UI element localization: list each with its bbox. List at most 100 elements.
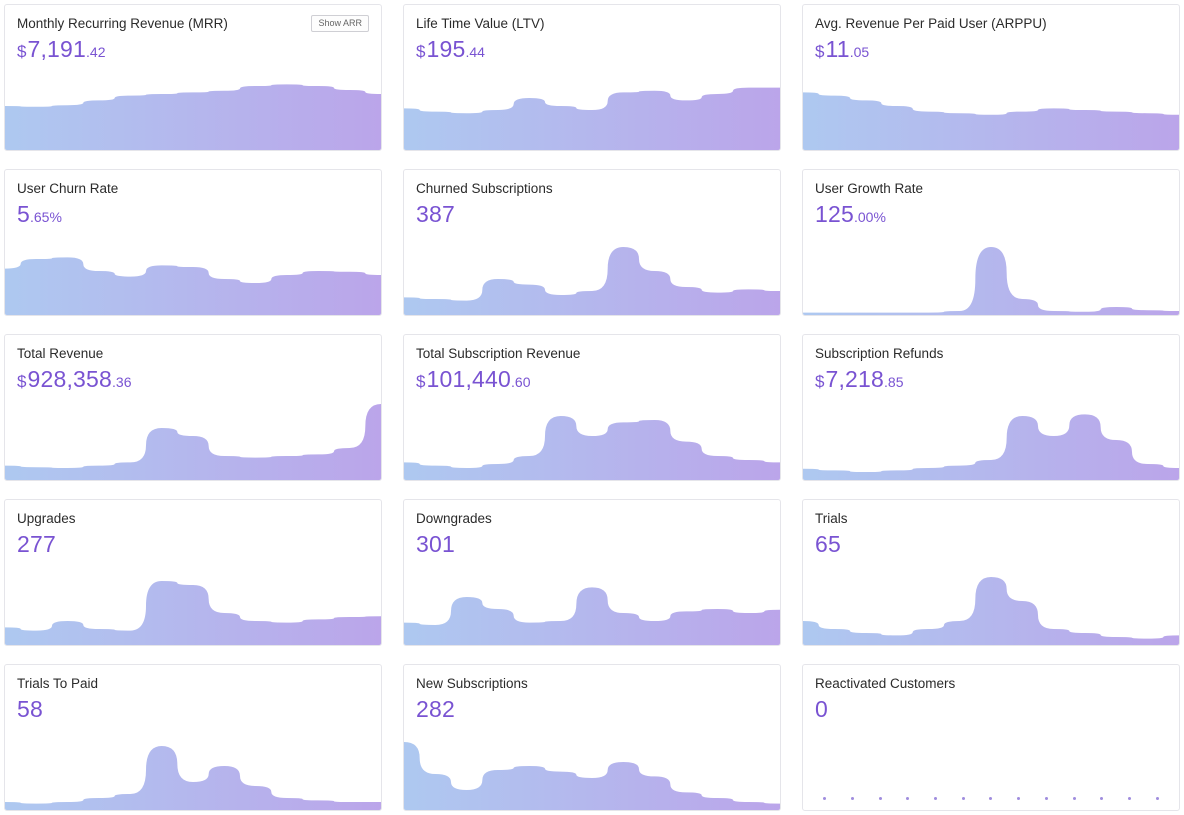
card-header: Monthly Recurring Revenue (MRR) Show ARR [5,5,381,35]
sparkline-chart [5,730,381,810]
metric-value: 301 [404,530,780,558]
metric-value: 277 [5,530,381,558]
card-title: Total Revenue [17,345,103,363]
metric-card-reactivated[interactable]: Reactivated Customers 0 [802,664,1180,811]
sparkline-chart [803,235,1179,315]
card-header: User Growth Rate [803,170,1179,200]
value-sub: .60 [511,368,530,396]
metric-card-downgrades[interactable]: Downgrades 301 [403,499,781,646]
value-prefix: $ [815,38,824,66]
value-sub: .65% [30,203,62,231]
sparkline-chart [404,565,780,645]
card-title: Downgrades [416,510,492,528]
card-header: Reactivated Customers [803,665,1179,695]
value-main: 58 [17,695,43,723]
metric-value: $7,191.42 [5,35,381,66]
metric-value: $195.44 [404,35,780,66]
card-header: Life Time Value (LTV) [404,5,780,35]
sparkline-chart [803,565,1179,645]
card-title: Avg. Revenue Per Paid User (ARPPU) [815,15,1047,33]
metric-value: 387 [404,200,780,228]
value-prefix: $ [416,368,425,396]
sparkline-chart [404,70,780,150]
metric-card-sub_revenue[interactable]: Total Subscription Revenue $101,440.60 [403,334,781,481]
sparkline-chart [5,70,381,150]
sparkline-chart [5,235,381,315]
metric-value: 125.00% [803,200,1179,231]
sparkline-chart [803,730,1179,810]
card-title: Subscription Refunds [815,345,943,363]
sparkline-chart [5,565,381,645]
value-main: 7,191 [27,35,86,63]
value-sub: .42 [86,38,105,66]
metric-value: $928,358.36 [5,365,381,396]
metric-value: 282 [404,695,780,723]
sparkline-chart [404,235,780,315]
card-title: Trials [815,510,848,528]
metric-value: $101,440.60 [404,365,780,396]
value-main: 195 [426,35,465,63]
metric-card-growth_rate[interactable]: User Growth Rate 125.00% [802,169,1180,316]
value-main: 0 [815,695,828,723]
metric-value: 0 [803,695,1179,723]
card-title: Reactivated Customers [815,675,955,693]
sparkline-chart [404,730,780,810]
sparkline-chart [5,400,381,480]
value-main: 5 [17,200,30,228]
value-prefix: $ [17,38,26,66]
metric-card-arppu[interactable]: Avg. Revenue Per Paid User (ARPPU) $11.05 [802,4,1180,151]
value-sub: .05 [850,38,869,66]
metric-card-mrr[interactable]: Monthly Recurring Revenue (MRR) Show ARR $… [4,4,382,151]
metric-value: $7,218.85 [803,365,1179,396]
metric-value: 5.65% [5,200,381,231]
metric-card-churned_subs[interactable]: Churned Subscriptions 387 [403,169,781,316]
card-header: Total Revenue [5,335,381,365]
value-main: 282 [416,695,455,723]
card-header: Trials To Paid [5,665,381,695]
value-main: 7,218 [825,365,884,393]
card-title: Churned Subscriptions [416,180,553,198]
value-main: 101,440 [426,365,511,393]
card-header: Trials [803,500,1179,530]
card-header: Upgrades [5,500,381,530]
metrics-grid: Monthly Recurring Revenue (MRR) Show ARR $… [4,4,1180,811]
metric-value: 58 [5,695,381,723]
empty-chart-dots [803,797,1179,800]
card-title: Trials To Paid [17,675,98,693]
metric-card-total_revenue[interactable]: Total Revenue $928,358.36 [4,334,382,481]
card-title: Upgrades [17,510,76,528]
card-header: Subscription Refunds [803,335,1179,365]
card-header: User Churn Rate [5,170,381,200]
value-main: 65 [815,530,841,558]
value-main: 301 [416,530,455,558]
show-arr-button[interactable]: Show ARR [311,15,369,32]
value-main: 125 [815,200,854,228]
card-header: Total Subscription Revenue [404,335,780,365]
value-sub: .44 [465,38,484,66]
card-title: User Growth Rate [815,180,923,198]
value-main: 11 [825,35,849,63]
metric-card-trials[interactable]: Trials 65 [802,499,1180,646]
metric-card-churn_rate[interactable]: User Churn Rate 5.65% [4,169,382,316]
sparkline-chart [404,400,780,480]
sparkline-chart [803,400,1179,480]
card-title: User Churn Rate [17,180,118,198]
metric-card-ltv[interactable]: Life Time Value (LTV)$195.44 [403,4,781,151]
value-sub: .00% [854,203,886,231]
value-main: 928,358 [27,365,112,393]
card-title: Total Subscription Revenue [416,345,580,363]
metric-card-trials_paid[interactable]: Trials To Paid 58 [4,664,382,811]
metric-value: $11.05 [803,35,1179,66]
metric-card-upgrades[interactable]: Upgrades 277 [4,499,382,646]
metric-card-new_subs[interactable]: New Subscriptions282 [403,664,781,811]
card-header: New Subscriptions [404,665,780,695]
value-prefix: $ [815,368,824,396]
value-prefix: $ [17,368,26,396]
value-sub: .85 [884,368,903,396]
card-header: Churned Subscriptions [404,170,780,200]
metric-card-refunds[interactable]: Subscription Refunds $7,218.85 [802,334,1180,481]
value-prefix: $ [416,38,425,66]
value-main: 387 [416,200,455,228]
card-header: Downgrades [404,500,780,530]
card-title: Monthly Recurring Revenue (MRR) [17,15,228,33]
